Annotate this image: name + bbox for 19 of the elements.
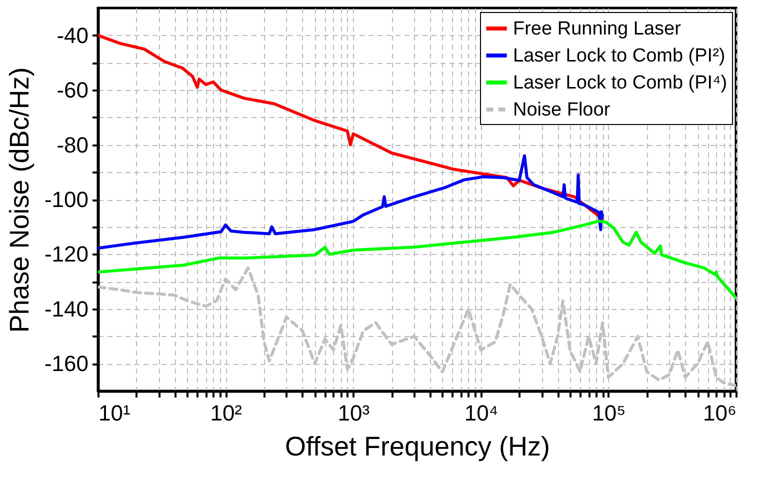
y-tick-label: -120 — [44, 242, 88, 267]
y-tick-label: -160 — [44, 351, 88, 376]
legend-label: Free Running Laser — [513, 18, 682, 40]
y-tick-label: -40 — [56, 22, 88, 48]
x-tick-label: 10⁵ — [592, 400, 626, 426]
x-tick-label: 10² — [210, 400, 242, 426]
y-axis-title: Phase Noise (dBc/Hz) — [4, 67, 34, 333]
x-tick-label: 10¹ — [98, 400, 130, 426]
y-tick-label: -140 — [44, 296, 88, 322]
x-axis-title: Offset Frequency (Hz) — [284, 432, 550, 462]
y-tick-label: -80 — [56, 132, 88, 158]
y-tick-label: -60 — [56, 78, 88, 103]
y-tick-label: -100 — [44, 187, 88, 212]
x-tick-label: 10³ — [338, 400, 370, 426]
legend-label: Laser Lock to Comb (PI⁴) — [513, 72, 728, 94]
x-tick-label: 10⁶ — [702, 400, 736, 426]
x-tick-label: 10⁴ — [464, 400, 498, 426]
legend-label: Noise Floor — [513, 100, 611, 120]
legend-label: Laser Lock to Comb (PI²) — [513, 46, 726, 66]
